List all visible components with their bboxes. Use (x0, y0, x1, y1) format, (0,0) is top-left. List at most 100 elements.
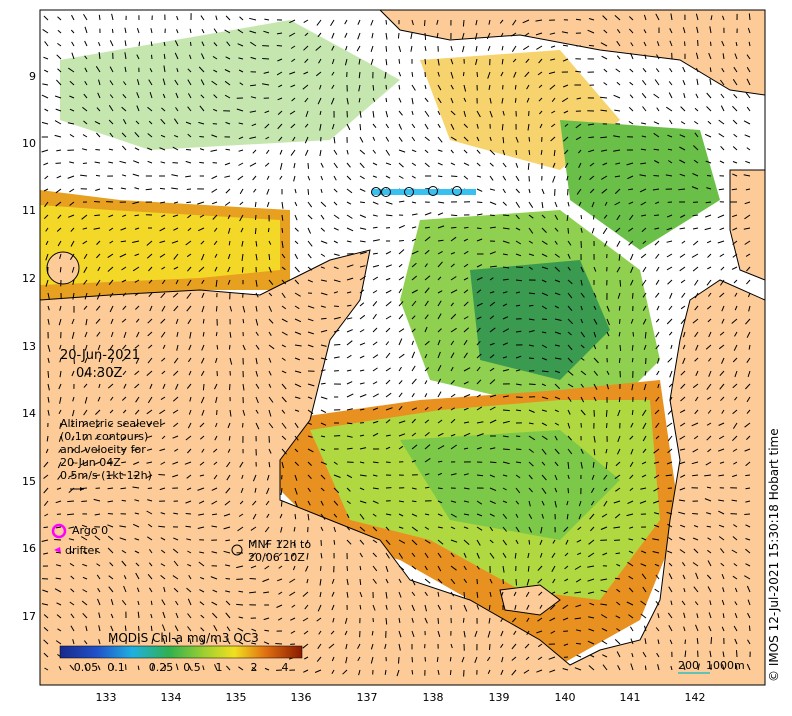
velocity-vector (84, 26, 88, 34)
velocity-vector (370, 58, 374, 65)
velocity-vector (489, 97, 492, 104)
velocity-vector (718, 422, 725, 426)
velocity-vector (745, 318, 751, 325)
velocity-vector (653, 148, 660, 151)
velocity-vector (424, 340, 430, 346)
velocity-vector (541, 305, 547, 310)
velocity-vector (450, 643, 453, 649)
velocity-vector (614, 201, 621, 206)
velocity-vector (489, 327, 496, 333)
velocity-vector (678, 461, 686, 465)
velocity-vector (268, 357, 272, 363)
velocity-vector (567, 461, 570, 469)
velocity-vector (333, 344, 341, 346)
velocity-vector (176, 344, 179, 351)
velocity-vector (333, 316, 341, 320)
velocity-vector (692, 383, 699, 389)
velocity-vector (600, 526, 608, 530)
velocity-vector (198, 66, 205, 73)
velocity-vector (132, 173, 140, 177)
velocity-vector (238, 641, 244, 645)
velocity-vector (474, 630, 478, 637)
velocity-vector (279, 513, 283, 519)
velocity-vector (316, 656, 322, 662)
velocity-vector (437, 578, 443, 584)
velocity-vector (135, 120, 140, 125)
velocity-vector (541, 500, 545, 506)
velocity-vector (695, 572, 699, 580)
velocity-vector (241, 253, 244, 261)
velocity-vector (109, 240, 114, 244)
velocity-vector (424, 444, 431, 450)
velocity-vector (135, 357, 140, 364)
velocity-vector (489, 591, 492, 597)
velocity-vector (566, 175, 569, 181)
velocity-vector (172, 575, 179, 580)
velocity-vector (541, 227, 547, 233)
velocity-vector (602, 162, 608, 166)
velocity-vector (71, 370, 75, 377)
velocity-vector (372, 313, 377, 320)
velocity-vector (151, 638, 154, 645)
velocity-vector (653, 500, 660, 504)
argo-label: Argo 0 (72, 524, 109, 537)
velocity-vector (302, 591, 309, 597)
velocity-vector (268, 266, 272, 273)
velocity-vector (346, 513, 350, 519)
velocity-vector (172, 396, 179, 402)
velocity-vector (411, 552, 416, 558)
velocity-vector (450, 302, 454, 307)
velocity-vector (721, 67, 725, 73)
velocity-vector (121, 461, 127, 464)
velocity-vector (199, 461, 205, 466)
velocity-vector (732, 161, 738, 164)
velocity-vector (502, 291, 508, 294)
velocity-vector (264, 667, 270, 671)
velocity-vector (147, 106, 153, 112)
velocity-vector (107, 448, 114, 451)
velocity-vector (72, 279, 75, 285)
velocity-vector (225, 56, 231, 60)
velocity-vector (733, 344, 738, 351)
velocity-vector (293, 526, 296, 532)
velocity-vector (69, 95, 75, 99)
velocity-vector (304, 32, 309, 37)
velocity-vector (627, 561, 634, 567)
velocity-vector (147, 499, 153, 502)
velocity-vector (225, 612, 231, 619)
velocity-vector (357, 656, 361, 661)
velocity-vector (450, 84, 454, 90)
velocity-vector (95, 188, 101, 191)
velocity-vector (515, 500, 520, 505)
velocity-vector (199, 136, 205, 138)
velocity-vector (294, 279, 300, 285)
velocity-vector (147, 487, 153, 489)
velocity-vector (398, 338, 403, 346)
velocity-vector (137, 665, 140, 671)
velocity-vector (603, 474, 608, 480)
x-tick: 137 (356, 691, 378, 704)
velocity-vector (745, 188, 751, 191)
velocity-vector (489, 552, 495, 559)
velocity-vector (57, 214, 62, 219)
velocity-vector (346, 123, 351, 131)
velocity-vector (566, 500, 569, 506)
velocity-vector (746, 266, 751, 272)
velocity-vector (333, 356, 340, 359)
velocity-vector (549, 617, 556, 622)
velocity-vector (330, 19, 335, 26)
velocity-vector (304, 58, 309, 64)
velocity-vector (628, 106, 634, 112)
velocity-vector (667, 612, 673, 619)
velocity-vector (333, 201, 338, 206)
velocity-vector (575, 578, 582, 583)
velocity-vector (224, 29, 231, 34)
velocity-vector (564, 149, 569, 155)
velocity-vector (372, 276, 379, 281)
velocity-vector (319, 591, 322, 598)
velocity-vector (71, 41, 75, 47)
velocity-vector (81, 148, 88, 151)
velocity-vector (411, 500, 417, 503)
velocity-vector (486, 32, 491, 40)
velocity-vector (411, 315, 416, 320)
